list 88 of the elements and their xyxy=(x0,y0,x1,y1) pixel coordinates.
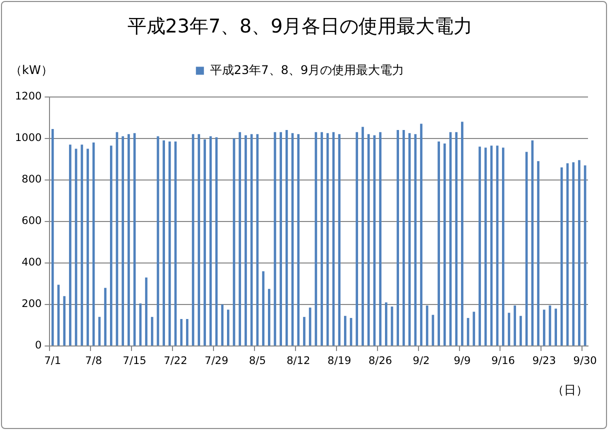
bar xyxy=(244,135,247,346)
bar xyxy=(426,306,428,346)
bar xyxy=(128,134,130,346)
bar xyxy=(80,144,84,346)
x-tick-label: 9/2 xyxy=(412,355,430,368)
bar xyxy=(69,144,72,346)
bar xyxy=(63,296,66,346)
bar xyxy=(362,126,364,346)
bar xyxy=(443,144,446,346)
bar xyxy=(531,140,534,346)
bar xyxy=(238,132,242,346)
bar xyxy=(578,160,580,346)
bar xyxy=(168,141,171,346)
bar xyxy=(520,316,522,346)
x-tick-label: 7/8 xyxy=(85,355,102,368)
bar xyxy=(455,132,458,346)
bar xyxy=(86,148,89,346)
bar xyxy=(396,130,400,346)
bar xyxy=(320,132,323,346)
bar xyxy=(367,134,370,346)
bar xyxy=(344,316,346,346)
y-tick-label: 1200 xyxy=(14,90,42,103)
bar xyxy=(384,302,388,346)
bar xyxy=(438,141,440,346)
bar xyxy=(209,136,212,346)
bar xyxy=(537,161,540,346)
bar xyxy=(262,271,264,346)
bar xyxy=(139,303,142,346)
bar xyxy=(122,136,124,346)
x-tick-label: 7/22 xyxy=(164,355,188,368)
bar xyxy=(461,122,464,346)
bar xyxy=(379,132,382,346)
bar xyxy=(204,139,206,346)
y-tick-label: 600 xyxy=(22,215,42,228)
bar xyxy=(280,132,282,346)
bar xyxy=(180,319,183,346)
bar xyxy=(227,310,230,346)
bar xyxy=(104,288,106,346)
x-tick-label: 9/16 xyxy=(491,355,516,368)
x-tick-label: 9/9 xyxy=(454,355,471,368)
bar xyxy=(472,312,476,346)
bar xyxy=(338,134,341,346)
x-tick-label: 8/5 xyxy=(248,355,266,368)
bar xyxy=(303,316,306,346)
bar xyxy=(414,134,417,346)
bar xyxy=(356,132,358,346)
bar xyxy=(51,128,54,346)
x-tick-label: 8/19 xyxy=(328,355,352,368)
bar xyxy=(554,308,557,346)
bar xyxy=(297,134,300,346)
bar xyxy=(326,133,329,346)
bar xyxy=(145,277,148,346)
bar xyxy=(496,146,498,346)
x-tick-label: 9/30 xyxy=(573,355,597,368)
bar xyxy=(560,167,563,346)
bar xyxy=(110,146,112,346)
x-tick-label: 7/15 xyxy=(122,355,146,368)
bar xyxy=(420,124,422,346)
x-tick-label: 8/26 xyxy=(368,355,392,368)
y-tick-label: 800 xyxy=(22,174,42,186)
x-tick-label: 7/1 xyxy=(44,355,62,368)
bar xyxy=(402,130,405,346)
y-tick-label: 1000 xyxy=(14,132,42,144)
x-tick-label: 9/23 xyxy=(532,355,556,368)
chart-title: 平成23年7、8、9月各日の使用最大電力 xyxy=(127,15,473,38)
bar xyxy=(542,310,546,346)
bar xyxy=(198,134,200,346)
bar xyxy=(308,308,312,346)
bar xyxy=(514,306,516,346)
x-tick-label: 7/29 xyxy=(204,355,228,368)
bar xyxy=(162,140,165,346)
bar xyxy=(92,142,95,346)
legend-label: 平成23年7、8、9月の使用最大電力 xyxy=(210,62,404,77)
bar xyxy=(150,316,154,346)
y-axis-title: （kW） xyxy=(10,62,53,77)
bar xyxy=(268,288,270,346)
y-tick-label: 400 xyxy=(22,256,42,269)
bar xyxy=(221,304,224,346)
bar xyxy=(572,162,575,346)
y-tick-label: 200 xyxy=(22,298,42,310)
bar xyxy=(502,148,504,346)
x-axis-title: （日） xyxy=(552,382,588,397)
bar xyxy=(478,146,481,346)
bar xyxy=(484,148,487,346)
bar xyxy=(286,130,288,346)
y-tick-label: 0 xyxy=(35,340,42,352)
x-tick-label: 8/12 xyxy=(286,355,310,368)
bar xyxy=(186,319,188,346)
